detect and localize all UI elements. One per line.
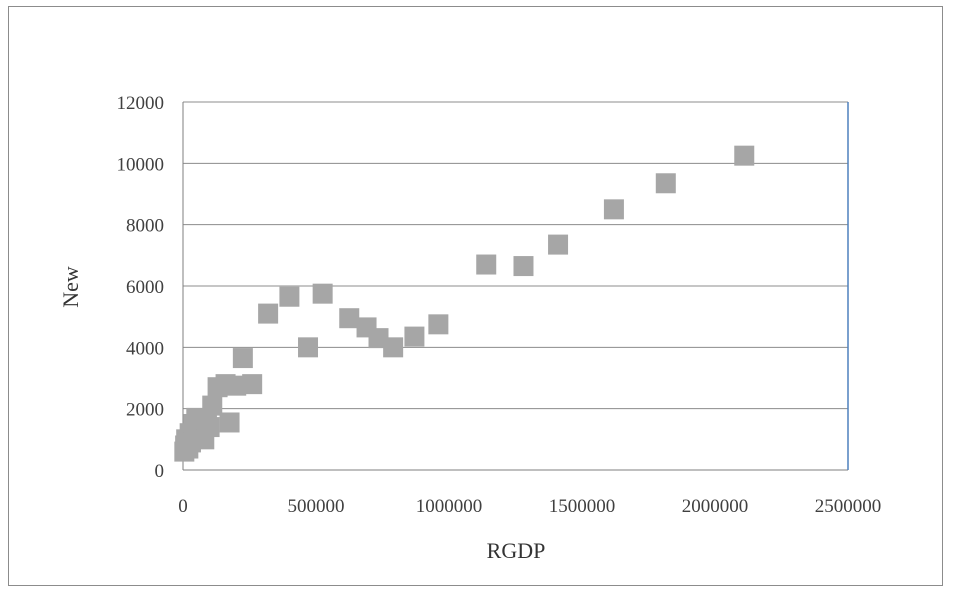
data-point bbox=[226, 375, 247, 396]
y-axis-ticks: 0 2000 4000 6000 8000 10000 12000 bbox=[117, 93, 165, 482]
y-tick-label: 6000 bbox=[126, 277, 164, 298]
x-axis-title: RGDP bbox=[487, 538, 546, 563]
x-tick-label: 1000000 bbox=[416, 496, 483, 517]
y-tick-label: 2000 bbox=[126, 400, 164, 421]
x-axis-ticks: 0 500000 1000000 1500000 2000000 2500000 bbox=[178, 496, 881, 517]
x-tick-label: 500000 bbox=[288, 496, 345, 517]
data-point bbox=[242, 374, 263, 395]
data-point bbox=[513, 256, 534, 277]
data-point bbox=[199, 417, 220, 438]
y-tick-label: 4000 bbox=[126, 338, 164, 359]
x-tick-label: 1500000 bbox=[549, 496, 616, 517]
data-point bbox=[298, 337, 319, 358]
y-axis-title: New bbox=[58, 266, 83, 308]
y-tick-label: 12000 bbox=[117, 93, 165, 114]
data-point bbox=[258, 303, 279, 324]
data-point bbox=[339, 308, 360, 329]
data-point bbox=[219, 412, 240, 433]
data-point bbox=[655, 173, 676, 194]
data-point bbox=[548, 234, 569, 255]
y-tick-label: 0 bbox=[155, 461, 165, 482]
data-points bbox=[174, 145, 755, 462]
data-point bbox=[279, 286, 300, 307]
data-point bbox=[202, 395, 223, 416]
data-point bbox=[383, 337, 404, 358]
x-tick-label: 2000000 bbox=[682, 496, 749, 517]
x-tick-label: 0 bbox=[178, 496, 188, 517]
y-tick-label: 8000 bbox=[126, 216, 164, 237]
data-point bbox=[476, 254, 497, 275]
data-point bbox=[428, 314, 449, 335]
data-point bbox=[232, 348, 253, 369]
data-point bbox=[603, 199, 624, 220]
data-point bbox=[312, 283, 333, 304]
chart-area bbox=[8, 6, 943, 586]
data-point bbox=[734, 145, 755, 166]
x-tick-label: 2500000 bbox=[815, 496, 882, 517]
y-tick-label: 10000 bbox=[117, 154, 165, 175]
data-point bbox=[404, 326, 425, 347]
